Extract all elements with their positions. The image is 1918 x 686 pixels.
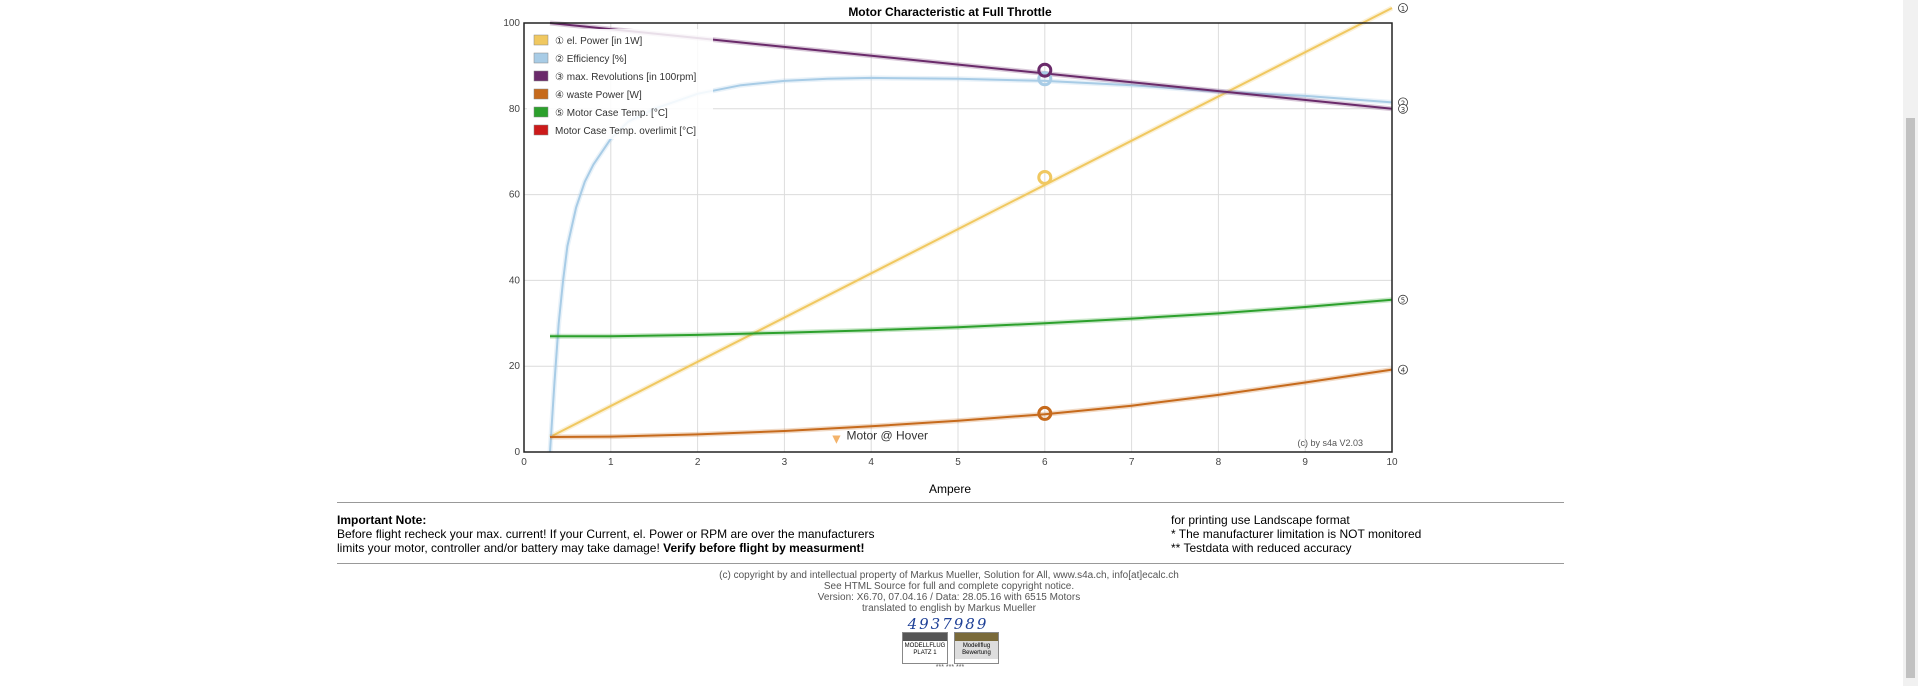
important-note-line2-bold: Verify before flight by measurment! (663, 541, 865, 555)
series-end-marker-circle-3 (1398, 364, 1408, 375)
legend-background (527, 29, 713, 139)
series-end-marker-label-1: 2 (1401, 99, 1405, 107)
x-axis-label: Ampere (929, 482, 971, 496)
series-line-glow-4 (550, 297, 1393, 339)
footer: (c) copyright by and intellectual proper… (0, 570, 1898, 614)
series-line-0 (549, 7, 1393, 438)
footer-copyright: (c) copyright by and intellectual proper… (719, 570, 1179, 581)
series-end-marker-circle-2 (1398, 103, 1408, 114)
x-tick-label: 5 (955, 457, 961, 468)
legend-label-5: Motor Case Temp. overlimit [°C] (555, 126, 696, 137)
y-tick-label: 100 (503, 18, 520, 29)
series-end-marker-label-4: 5 (1401, 297, 1405, 305)
footer-translation: translated to english by Markus Mueller (862, 603, 1036, 614)
y-tick-label: 60 (509, 190, 521, 201)
legend-swatch-3 (533, 88, 549, 100)
legend-swatch-1 (533, 52, 549, 64)
motor-characteristic-chart: Motor Characteristic at Full Throttle 0 1… (503, 3, 1408, 496)
series-end-marker-label-2: 3 (1401, 106, 1405, 114)
print-notes: for printing use Landscape format * The … (1171, 513, 1561, 555)
x-tick-label: 7 (1129, 457, 1135, 468)
x-tick-label: 10 (1386, 457, 1398, 468)
footer-version: Version: X6.70, 07.04.16 / Data: 28.05.1… (817, 592, 1081, 603)
legend-swatch-2 (533, 70, 549, 82)
print-note-2: * The manufacturer limitation is NOT mon… (1171, 527, 1422, 541)
hover-annotation: ▼ Motor @ Hover (830, 428, 928, 446)
visitor-counter: 4937989 (907, 615, 989, 633)
print-note-1: for printing use Landscape format (1171, 513, 1350, 527)
series-marker-2 (1037, 62, 1053, 78)
series-marker-3 (1037, 405, 1053, 421)
ranking-badge[interactable]: MODELLFLUG PLATZ 1 (902, 632, 948, 664)
x-tick-label: 4 (868, 457, 874, 468)
important-note-line1: Before flight recheck your max. current!… (337, 527, 875, 541)
print-note-3: ** Testdata with reduced accuracy (1171, 541, 1352, 555)
hover-marker-icon: ▼ (830, 430, 844, 446)
y-tick-label: 0 (514, 447, 520, 458)
legend-swatch-5 (533, 124, 549, 136)
series-end-marker-label-0: 1 (1401, 5, 1405, 13)
ranking-badge-text: MODELLFLUG PLATZ 1 (904, 643, 946, 656)
series-line-glow-3 (549, 367, 1393, 440)
series-line-4 (550, 298, 1393, 338)
legend-label-0: ① el. Power [in 1W] (555, 36, 643, 47)
chart-title: Motor Characteristic at Full Throttle (848, 5, 1052, 19)
important-note-line2: limits your motor, controller and/or bat… (337, 541, 957, 555)
chart-credit: (c) by s4a V2.03 (1297, 438, 1363, 448)
x-tick-label: 0 (521, 457, 527, 468)
legend-label-4: ⑤ Motor Case Temp. [°C] (555, 108, 668, 119)
series-end-marker-circle-4 (1398, 294, 1408, 305)
legend-label-1: ② Efficiency [%] (555, 54, 627, 65)
scrollbar-thumb[interactable] (1906, 118, 1915, 678)
plot-area-border (523, 22, 1393, 453)
footer-source-note: See HTML Source for full and complete co… (823, 581, 1075, 592)
legend-label-2: ③ max. Revolutions [in 100rpm] (555, 72, 696, 83)
legend-label-3: ④ waste Power [W] (555, 90, 642, 101)
legend: ① el. Power [in 1W] ② Efficiency [%] ③ max… (527, 29, 713, 139)
important-note-line2-text: limits your motor, controller and/or bat… (337, 541, 660, 555)
x-tick-label: 9 (1302, 457, 1308, 468)
rating-badge-text: Modellflug Bewertung (955, 641, 998, 659)
important-note-heading: Important Note: (337, 513, 427, 527)
y-tick-label: 40 (509, 275, 521, 286)
rating-badge[interactable]: Modellflug Bewertung (954, 632, 999, 664)
x-tick-label: 1 (608, 457, 614, 468)
series-marker-0 (1037, 169, 1053, 185)
series-end-marker-circle-0 (1398, 3, 1408, 13)
footer-stars: *** *** *** (935, 664, 965, 671)
legend-swatch-4 (533, 106, 549, 118)
hover-label: Motor @ Hover (846, 428, 928, 442)
series-line-3 (549, 368, 1393, 438)
important-note-panel: Important Note: Before flight recheck yo… (337, 502, 1564, 564)
x-tick-label: 8 (1216, 457, 1222, 468)
y-tick-label: 80 (509, 104, 521, 115)
important-note: Important Note: Before flight recheck yo… (337, 513, 957, 555)
x-tick-label: 6 (1042, 457, 1048, 468)
series-end-marker-label-3: 4 (1401, 367, 1406, 375)
series-marker-1 (1037, 71, 1053, 87)
x-tick-label: 3 (782, 457, 788, 468)
legend-swatch-0 (533, 34, 549, 46)
y-tick-label: 20 (509, 361, 521, 372)
x-tick-label: 2 (695, 457, 701, 468)
